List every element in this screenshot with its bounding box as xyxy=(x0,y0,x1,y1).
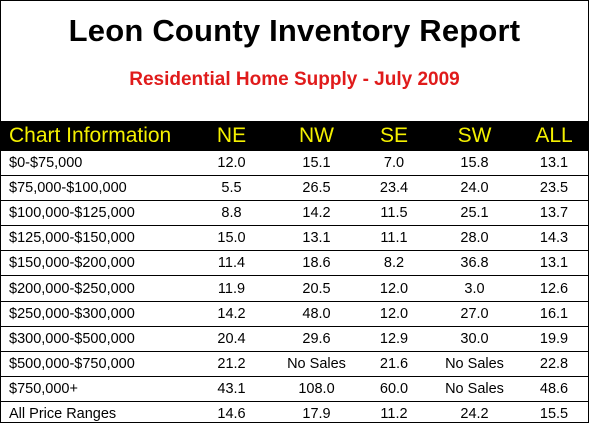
table-cell: 60.0 xyxy=(359,375,429,402)
table-cell: 24.0 xyxy=(429,175,520,201)
column-header: NE xyxy=(189,121,274,151)
row-label: $750,000+ xyxy=(1,375,189,402)
table-cell: 108.0 xyxy=(274,375,359,402)
table-cell: 13.1 xyxy=(274,225,359,251)
table-cell: 8.2 xyxy=(359,250,429,276)
table-cell: 28.0 xyxy=(429,225,520,251)
column-header: SW xyxy=(429,121,520,151)
column-header: ALL xyxy=(520,121,588,151)
row-label: $75,000-$100,000 xyxy=(1,175,189,201)
table-cell: 11.5 xyxy=(359,200,429,226)
table-row: $300,000-$500,000 20.4 29.6 12.9 30.0 19.9 xyxy=(1,325,588,352)
column-header: SE xyxy=(359,121,429,151)
row-label: $200,000-$250,000 xyxy=(1,275,189,302)
table-cell: 24.2 xyxy=(429,400,520,426)
table-cell: 15.5 xyxy=(520,400,588,426)
report-title: Leon County Inventory Report xyxy=(68,13,521,48)
table-cell: 8.8 xyxy=(189,200,274,226)
table-row: $200,000-$250,000 11.9 20.5 12.0 3.0 12.6 xyxy=(1,275,588,302)
table-cell: 14.2 xyxy=(189,300,274,327)
table-cell: 13.1 xyxy=(539,155,569,172)
table-row: $500,000-$750,000 21.2 No Sales 21.6 No Sale… xyxy=(1,350,588,377)
table-cell: 11.2 xyxy=(359,400,429,426)
table-cell: 14.2 xyxy=(274,200,359,226)
table-cell: 18.6 xyxy=(274,250,359,276)
table-cell: 7.0 xyxy=(383,155,405,172)
table-cell: 17.9 xyxy=(274,400,359,426)
table-cell: 20.4 xyxy=(189,325,274,352)
column-header: NW xyxy=(274,121,359,151)
table-cell: 25.1 xyxy=(429,200,520,226)
row-label: $500,000-$750,000 xyxy=(1,350,189,377)
table-cell: 26.5 xyxy=(274,175,359,201)
column-header: Chart Information xyxy=(1,121,189,151)
table-cell: 11.1 xyxy=(359,225,429,251)
table-cell: 11.4 xyxy=(189,250,274,276)
row-label: $250,000-$300,000 xyxy=(1,300,189,327)
table-cell: 20.5 xyxy=(274,275,359,302)
table-cell: 5.5 xyxy=(189,175,274,201)
inventory-table: Chart Information NE NW SE SW ALL $0-$75… xyxy=(1,121,588,426)
row-label: $0-$75,000 xyxy=(9,155,83,172)
table-row: $250,000-$300,000 14.2 48.0 12.0 27.0 16.1 xyxy=(1,300,588,327)
table-cell: 23.5 xyxy=(520,175,588,201)
report-subtitle: Residential Home Supply - July 2009 xyxy=(129,69,460,90)
table-cell: 3.0 xyxy=(429,275,520,302)
table-cell: 21.2 xyxy=(189,350,274,377)
table-cell: 16.1 xyxy=(520,300,588,327)
table-cell: 48.6 xyxy=(520,375,588,402)
table-cell: 48.0 xyxy=(274,300,359,327)
table-cell: 27.0 xyxy=(429,300,520,327)
table-cell: 12.0 xyxy=(217,155,246,172)
table-cell: 43.1 xyxy=(189,375,274,402)
table-cell: 12.6 xyxy=(520,275,588,302)
table-cell: 13.1 xyxy=(520,250,588,276)
table-row: $150,000-$200,000 11.4 18.6 8.2 36.8 13.1 xyxy=(1,250,588,276)
row-label: $125,000-$150,000 xyxy=(1,225,189,251)
table-body: $0-$75,000 12.0 15.1 7.0 15.8 13.1 $75,000-$10… xyxy=(1,151,588,426)
table-cell: 15.0 xyxy=(189,225,274,251)
table-cell: 22.8 xyxy=(520,350,588,377)
row-label: All Price Ranges xyxy=(1,400,189,426)
table-row: All Price Ranges 14.6 17.9 11.2 24.2 15.5 xyxy=(1,400,588,426)
table-cell: 12.0 xyxy=(359,300,429,327)
table-row: $125,000-$150,000 15.0 13.1 11.1 28.0 14.3 xyxy=(1,225,588,251)
table-cell: 13.7 xyxy=(520,200,588,226)
table-cell: No Sales xyxy=(274,350,359,377)
table-cell: 12.0 xyxy=(359,275,429,302)
table-cell: 36.8 xyxy=(429,250,520,276)
table-row: $0-$75,000 12.0 15.1 7.0 15.8 13.1 xyxy=(1,151,588,176)
table-cell: 21.6 xyxy=(359,350,429,377)
table-cell: No Sales xyxy=(429,350,520,377)
table-cell: 30.0 xyxy=(429,325,520,352)
table-cell: No Sales xyxy=(429,375,520,402)
table-cell: 14.3 xyxy=(520,225,588,251)
row-label: $100,000-$125,000 xyxy=(1,200,189,226)
table-cell: 12.9 xyxy=(359,325,429,352)
table-cell: 19.9 xyxy=(520,325,588,352)
row-label: $300,000-$500,000 xyxy=(1,325,189,352)
table-cell: 14.6 xyxy=(189,400,274,426)
table-cell: 23.4 xyxy=(359,175,429,201)
table-cell: 15.8 xyxy=(460,155,489,172)
table-cell: 11.9 xyxy=(189,275,274,302)
table-row: $75,000-$100,000 5.5 26.5 23.4 24.0 23.5 xyxy=(1,175,588,201)
table-row: $750,000+ 43.1 108.0 60.0 No Sales 48.6 xyxy=(1,375,588,402)
header-row: Chart Information NE NW SE SW ALL xyxy=(1,121,588,151)
table-cell: 15.1 xyxy=(302,155,331,172)
table-row: $100,000-$125,000 8.8 14.2 11.5 25.1 13.7 xyxy=(1,200,588,226)
row-label: $150,000-$200,000 xyxy=(1,250,189,276)
table-cell: 29.6 xyxy=(274,325,359,352)
